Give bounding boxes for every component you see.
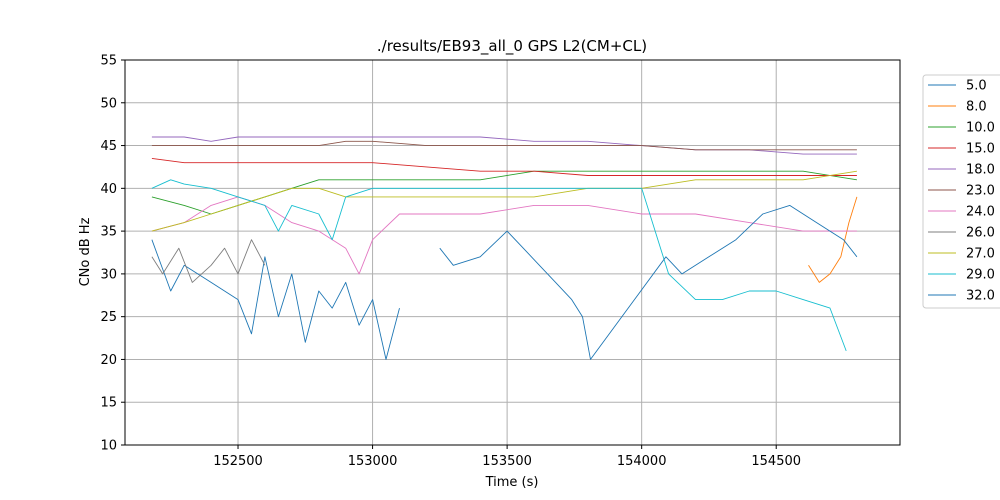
legend-label: 24.0 <box>966 205 995 220</box>
y-tick-label: 20 <box>100 353 117 368</box>
series-line-15-0 <box>151 157 857 176</box>
series-line-8-0 <box>808 196 858 283</box>
series-line-32-0 <box>439 204 858 360</box>
y-tick-label: 40 <box>100 182 117 197</box>
y-axis-label: CNo dB Hz <box>78 217 93 286</box>
x-ticks: 152500 153000 153500 154000 154500 <box>213 445 801 469</box>
y-ticks: 10 15 20 25 30 35 40 45 50 55 <box>100 54 125 454</box>
legend-label: 18.0 <box>966 163 995 178</box>
y-tick-label: 35 <box>100 225 117 240</box>
series-line-26-0 <box>151 239 266 283</box>
y-tick-label: 10 <box>100 439 117 454</box>
x-tick-label: 154500 <box>751 454 801 469</box>
legend-label: 26.0 <box>966 226 995 241</box>
series-line-23-0 <box>151 140 857 151</box>
y-tick-label: 15 <box>100 396 117 411</box>
series-line-29-0 <box>151 179 847 352</box>
y-tick-label: 55 <box>100 54 117 69</box>
x-tick-label: 153500 <box>482 454 532 469</box>
legend-label: 23.0 <box>966 184 995 199</box>
y-tick-label: 30 <box>100 267 117 282</box>
y-tick-label: 45 <box>100 139 117 154</box>
x-tick-label: 153000 <box>348 454 398 469</box>
series-line-27-0 <box>151 170 857 232</box>
legend-label: 15.0 <box>966 142 995 157</box>
series-line-5-0 <box>151 239 400 360</box>
legend-label: 5.0 <box>966 79 987 94</box>
y-tick-label: 25 <box>100 310 117 325</box>
x-tick-label: 152500 <box>213 454 263 469</box>
x-tick-label: 154000 <box>617 454 667 469</box>
legend: 5.0 8.0 10.0 15.0 18.0 23.0 24.0 26.0 27.0 29.0 32… <box>922 74 1000 309</box>
legend-box <box>922 74 1000 309</box>
y-tick-label: 50 <box>100 96 117 111</box>
legend-label: 29.0 <box>966 268 995 283</box>
x-axis-label: Time (s) <box>485 475 539 490</box>
series-layer <box>151 136 858 360</box>
legend-label: 8.0 <box>966 100 987 115</box>
legend-label: 10.0 <box>966 121 995 136</box>
plot-frame <box>124 59 901 446</box>
chart-title: ./results/EB93_all_0 GPS L2(CM+CL) <box>377 37 647 56</box>
legend-label: 32.0 <box>966 289 995 304</box>
legend-label: 27.0 <box>966 247 995 262</box>
